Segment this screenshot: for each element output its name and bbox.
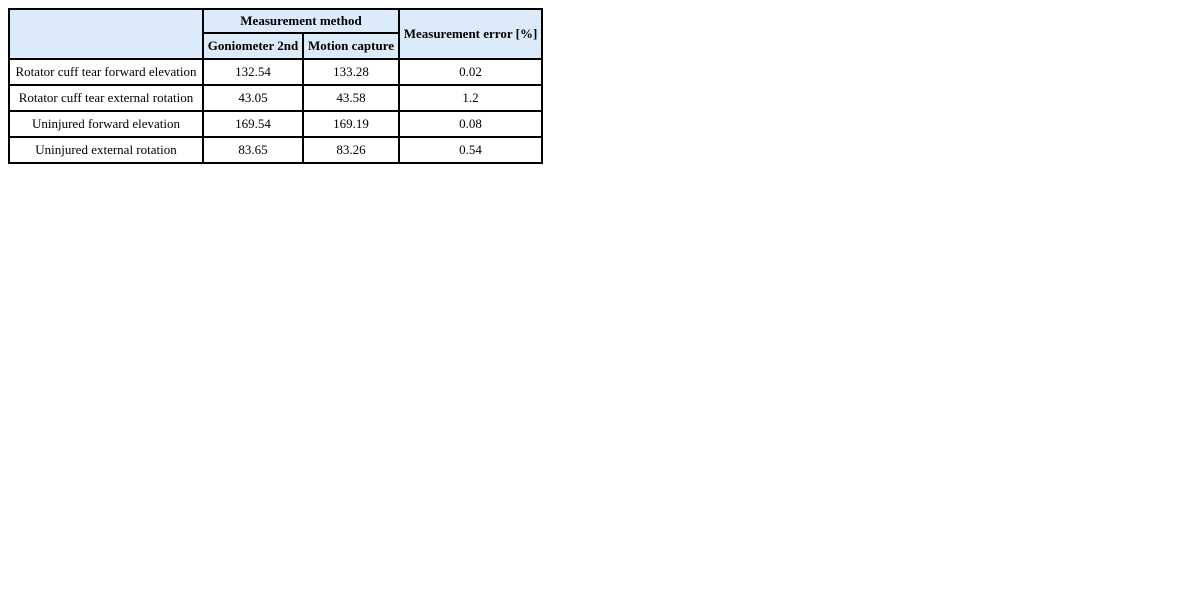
table-row: Uninjured forward elevation 169.54 169.1… bbox=[8, 110, 543, 138]
goniometer-value-cell: 43.05 bbox=[202, 84, 304, 112]
goniometer-header-cell: Goniometer 2nd bbox=[202, 32, 304, 60]
motion-capture-header-cell: Motion capture bbox=[302, 32, 400, 60]
corner-header-cell bbox=[8, 8, 204, 60]
row-label-cell: Rotator cuff tear forward elevation bbox=[8, 58, 204, 86]
row-label-cell: Uninjured forward elevation bbox=[8, 110, 204, 138]
table-row: Rotator cuff tear external rotation 43.0… bbox=[8, 84, 543, 112]
goniometer-value-cell: 132.54 bbox=[202, 58, 304, 86]
measurement-table: Measurement method Measurement error [%]… bbox=[8, 8, 543, 164]
motion-capture-value-cell: 43.58 bbox=[302, 84, 400, 112]
goniometer-value-cell: 83.65 bbox=[202, 136, 304, 164]
goniometer-value-cell: 169.54 bbox=[202, 110, 304, 138]
method-group-header: Measurement method bbox=[202, 8, 400, 34]
header-row-top: Measurement method Measurement error [%] bbox=[8, 8, 543, 60]
row-label-cell: Rotator cuff tear external rotation bbox=[8, 84, 204, 112]
error-value-cell: 0.54 bbox=[398, 136, 543, 164]
motion-capture-value-cell: 169.19 bbox=[302, 110, 400, 138]
error-header-cell: Measurement error [%] bbox=[398, 8, 543, 60]
table-row: Rotator cuff tear forward elevation 132.… bbox=[8, 58, 543, 86]
error-value-cell: 1.2 bbox=[398, 84, 543, 112]
error-value-cell: 0.08 bbox=[398, 110, 543, 138]
table-row: Uninjured external rotation 83.65 83.26 … bbox=[8, 136, 543, 164]
motion-capture-value-cell: 83.26 bbox=[302, 136, 400, 164]
error-value-cell: 0.02 bbox=[398, 58, 543, 86]
header-row-sub: Goniometer 2nd Motion capture bbox=[9, 32, 542, 60]
row-label-cell: Uninjured external rotation bbox=[8, 136, 204, 164]
motion-capture-value-cell: 133.28 bbox=[302, 58, 400, 86]
